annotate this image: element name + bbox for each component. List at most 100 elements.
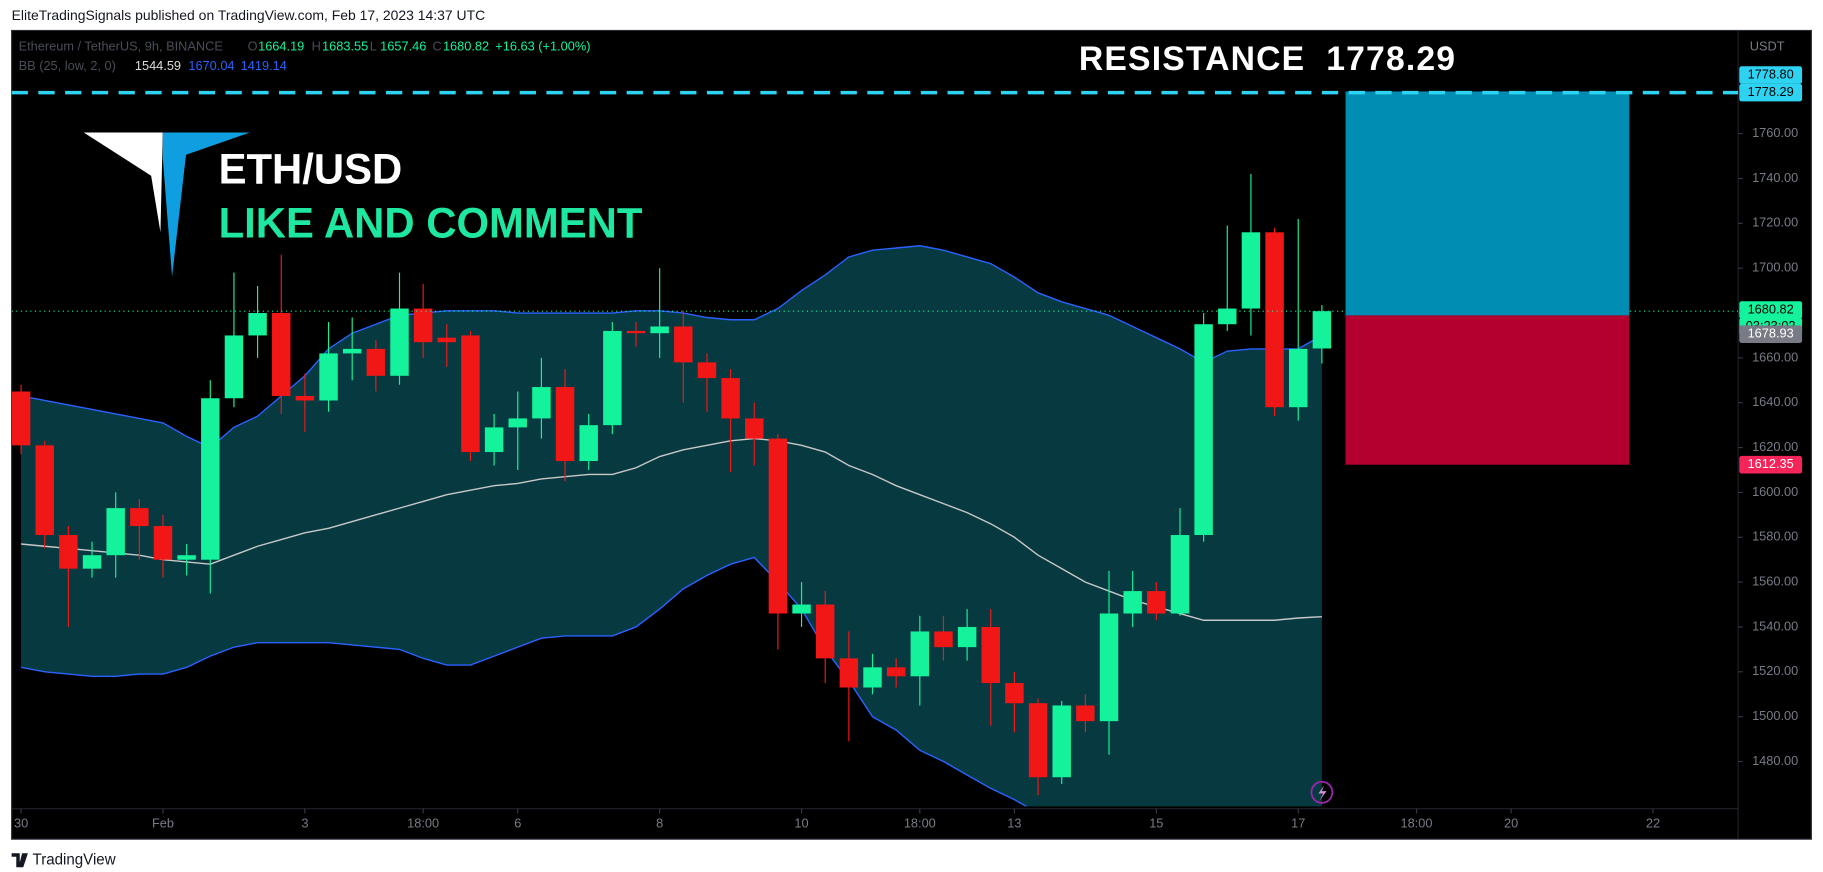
y-tick-label: 1660.00 [1752, 349, 1798, 364]
legend-change: +16.63 (+1.00%) [495, 38, 590, 53]
stop-tag-bg [1739, 455, 1803, 474]
close-tag-bg [1739, 301, 1803, 319]
legend-bands: BB (25, low, 2, 0) [19, 58, 116, 73]
x-tick-label: 13 [1007, 815, 1021, 830]
candle-body [461, 335, 480, 453]
logo-left [83, 132, 163, 233]
candle-body [508, 418, 527, 428]
y-tick-label: 1480.00 [1752, 753, 1798, 768]
resistance-tag: 1778.29 [1748, 84, 1794, 99]
overlay: ETH/USD LIKE AND COMMENT [83, 132, 1334, 804]
candle-body [957, 626, 977, 648]
candle-body [886, 667, 906, 677]
alert-icon[interactable] [1310, 780, 1334, 804]
overlay-title: ETH/USD [219, 145, 403, 192]
candle-body [1241, 232, 1261, 309]
candle-body [248, 313, 267, 336]
x-tick-label: 3 [301, 815, 308, 830]
candle-body [153, 526, 173, 560]
x-tick-label: 20 [1504, 815, 1518, 830]
candle-body [59, 535, 78, 569]
legend-symbol: Ethereum / TetherUS, 9h, BINANCE [19, 38, 223, 53]
candle-body [35, 445, 54, 536]
y-tick-label: 1700.00 [1752, 260, 1798, 275]
candle-body [910, 631, 930, 677]
candle-body [697, 362, 717, 379]
y-tick-label: 1740.00 [1752, 170, 1798, 185]
x-tick-label: 22 [1646, 815, 1660, 830]
overlay-subtitle: LIKE AND COMMENT [219, 199, 643, 246]
candle-body [130, 508, 149, 527]
candle-body [1028, 703, 1048, 778]
candle-body [579, 425, 598, 462]
candle-body [650, 326, 669, 334]
candle-body [366, 348, 386, 376]
legend-key: C [432, 38, 441, 53]
candle-body [768, 438, 788, 614]
resistance-value: 1778.29 [1326, 40, 1456, 78]
candle-body [413, 308, 433, 343]
x-tick-label: 8 [656, 815, 663, 830]
x-tick-label: 18:00 [1400, 815, 1432, 830]
candle-body [437, 337, 457, 343]
candle-body [603, 330, 622, 426]
resistance-tag-bg [1739, 83, 1803, 102]
y-tick-label: 1600.00 [1752, 484, 1798, 499]
band-basis [21, 437, 1322, 621]
candle-body [295, 395, 315, 401]
legend-close: 1680.82 [443, 38, 489, 53]
target-tag-bg [1739, 66, 1803, 84]
close-tag: 1680.82 [1748, 301, 1794, 316]
candle-body [484, 427, 504, 453]
legend-low: 1657.46 [380, 38, 426, 53]
x-tick-label: 10 [794, 815, 808, 830]
legend-basis: 1544.59 [135, 58, 181, 73]
entry-tag-bg [1739, 325, 1803, 343]
candle-body [1076, 705, 1095, 722]
plot [11, 90, 1739, 807]
stop-tag: 1612.35 [1748, 456, 1794, 471]
candle-body [177, 555, 196, 560]
y-tick-label: 1500.00 [1752, 708, 1798, 723]
resistance-text: RESISTANCE [1079, 40, 1305, 78]
y-tick-label: 1580.00 [1752, 529, 1798, 544]
candle-body [11, 391, 31, 446]
position-profit [1345, 91, 1630, 316]
candle-body [839, 658, 859, 688]
candle-body [82, 555, 102, 569]
candle-body [1312, 311, 1332, 349]
footer-text: TradingView [33, 851, 116, 868]
candle-body [745, 418, 764, 439]
alert-bolt [1318, 785, 1327, 801]
candle-body [1289, 348, 1308, 408]
resistance-annotation: RESISTANCE 1778.29 [1079, 40, 1456, 78]
legend-upper: 1670.04 [188, 58, 234, 73]
y-tick-label: 1720.00 [1752, 215, 1798, 230]
position-loss [1345, 315, 1630, 465]
candle-body [201, 398, 220, 560]
currency-label: USDT [1750, 38, 1785, 53]
x-tick-label: 6 [514, 815, 521, 830]
y-tick-label: 1540.00 [1752, 618, 1798, 633]
candle-body [224, 335, 244, 399]
x-tick-label: Feb [152, 815, 174, 830]
x-tick-label: 18:00 [904, 815, 936, 830]
candle-body [815, 604, 835, 659]
candle-body [1052, 705, 1071, 778]
x-tick-label: 15 [1149, 815, 1163, 830]
candle-body [792, 604, 811, 614]
legend-key: O [248, 38, 258, 53]
candle-body [674, 326, 693, 363]
x-tick-label: 18:00 [407, 815, 439, 830]
candle-body [532, 387, 551, 419]
publisher-line: EliteTradingSignals published on Trading… [12, 7, 486, 23]
tv-logo [11, 853, 28, 868]
candle-body [626, 330, 646, 334]
candle-body [319, 353, 338, 401]
y-tick-label: 1640.00 [1752, 394, 1798, 409]
candle-body [1005, 683, 1024, 704]
legend-lower: 1419.14 [241, 58, 287, 73]
legend-high: 1683.55 [322, 38, 368, 53]
